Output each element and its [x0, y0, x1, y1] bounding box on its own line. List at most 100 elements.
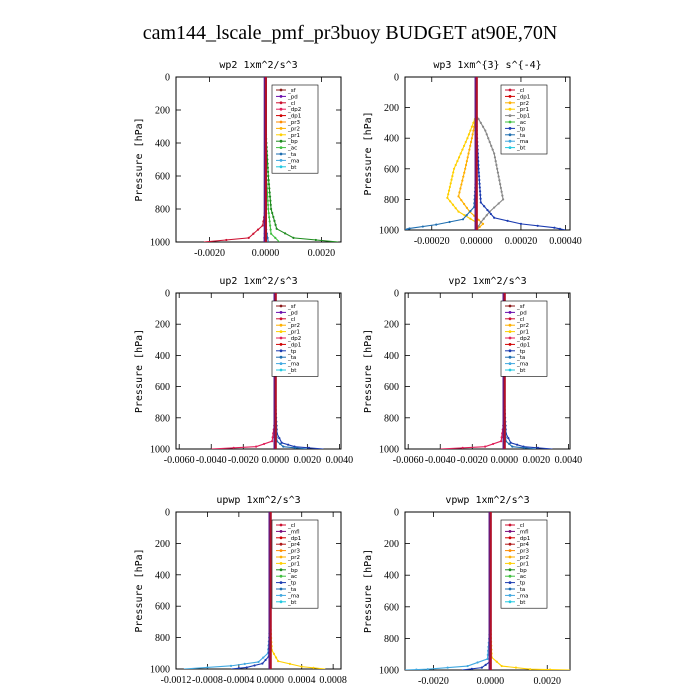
legend-label: _pr4	[287, 542, 301, 548]
y-tick-label: 400	[384, 351, 399, 362]
series-point	[489, 212, 492, 216]
y-tick-label: 1000	[150, 665, 170, 676]
series-point	[523, 446, 526, 449]
legend-label: _ac	[516, 574, 526, 580]
series-point	[536, 224, 539, 227]
series-point	[274, 236, 277, 239]
series-point	[266, 166, 269, 169]
series-point	[274, 223, 277, 226]
series-point	[478, 190, 482, 193]
series-point	[461, 148, 464, 151]
series-point	[459, 152, 462, 155]
series-point	[461, 218, 465, 221]
series-point	[277, 660, 280, 663]
x-tick-label: 0.0040	[326, 455, 354, 466]
series-point	[447, 189, 451, 192]
series-point	[481, 125, 485, 128]
x-tick-label: -0.0008	[192, 675, 223, 686]
series-point	[459, 187, 462, 190]
series-point	[288, 662, 292, 666]
x-tick-label: -0.0004	[223, 675, 254, 686]
legend-marker	[508, 349, 512, 353]
series-point	[483, 205, 486, 208]
y-tick-label: 600	[384, 602, 399, 613]
legend-marker	[508, 95, 512, 98]
series-point	[266, 170, 270, 173]
legend-label: _ta	[287, 355, 296, 361]
x-tick-label: 0.0008	[319, 675, 347, 686]
series-point	[452, 171, 455, 174]
series-point	[268, 216, 271, 219]
series-point	[462, 175, 465, 178]
series-point	[468, 148, 471, 151]
series-point	[469, 217, 472, 220]
y-axis-label: Pressure [hPa]	[363, 549, 374, 633]
series-point	[509, 441, 512, 444]
series-point	[484, 445, 487, 448]
series-point	[294, 446, 297, 449]
legend-marker	[508, 107, 512, 111]
legend-marker	[279, 126, 283, 130]
x-tick-label: -0.0060	[393, 455, 424, 466]
legend-marker	[279, 362, 283, 365]
series-point	[415, 668, 418, 670]
legend-label: _cl	[516, 317, 525, 323]
series-point	[499, 183, 502, 186]
legend-marker	[279, 152, 283, 156]
series-point	[484, 129, 487, 132]
series-point	[275, 227, 278, 230]
x-tick-label: 0.00020	[505, 236, 538, 247]
series-point	[500, 190, 503, 193]
series-line-pr2	[457, 77, 484, 230]
series-point	[497, 202, 500, 205]
series-point	[472, 121, 475, 124]
series-point	[280, 441, 283, 444]
series-point	[421, 225, 424, 228]
legend-label: _tp	[516, 349, 526, 355]
series-point	[519, 222, 523, 225]
y-axis-label: Pressure [hPa]	[363, 329, 374, 413]
series-point	[548, 668, 552, 670]
legend-label: _ma	[516, 593, 528, 599]
legend-label: _dp1	[287, 536, 301, 542]
series-point	[467, 152, 470, 155]
legend-marker	[508, 146, 512, 150]
legend-marker	[279, 343, 283, 346]
series-point	[469, 144, 472, 147]
series-point	[446, 196, 449, 199]
y-tick-label: 1000	[150, 238, 170, 249]
series-point	[466, 137, 469, 140]
x-tick-label: -0.0040	[196, 455, 227, 466]
series-point	[237, 667, 240, 669]
x-tick-label: 0.0000	[257, 675, 285, 686]
series-point	[268, 195, 272, 198]
legend-marker	[279, 523, 283, 527]
series-point	[466, 664, 469, 668]
series-point	[451, 203, 455, 206]
legend-label: _ma	[287, 158, 299, 164]
series-point	[225, 238, 228, 242]
legend-label: _bt	[516, 146, 526, 152]
legend-marker	[279, 311, 283, 314]
series-point	[446, 666, 449, 669]
y-tick-label: 400	[155, 351, 170, 362]
x-tick-label: 0.0000	[252, 248, 280, 259]
legend-label: _dp2	[516, 336, 530, 342]
legend-label: _dp2	[287, 336, 301, 342]
series-line-bp1	[475, 77, 504, 230]
legend-marker	[279, 530, 283, 533]
legend-label: _tp	[287, 581, 297, 587]
series-point	[269, 199, 272, 202]
series-point	[469, 210, 472, 213]
plot-frame	[404, 511, 571, 671]
series-group	[405, 512, 570, 670]
series-point	[456, 160, 459, 163]
y-tick-label: 0	[165, 289, 170, 300]
series-point	[500, 664, 503, 668]
series-point	[253, 664, 256, 667]
y-tick-label: 800	[384, 195, 399, 206]
legend-label: _pd	[516, 310, 527, 316]
legend-label: _tp	[287, 349, 297, 355]
legend-label: _pr1	[516, 330, 529, 336]
series-point	[458, 191, 461, 194]
